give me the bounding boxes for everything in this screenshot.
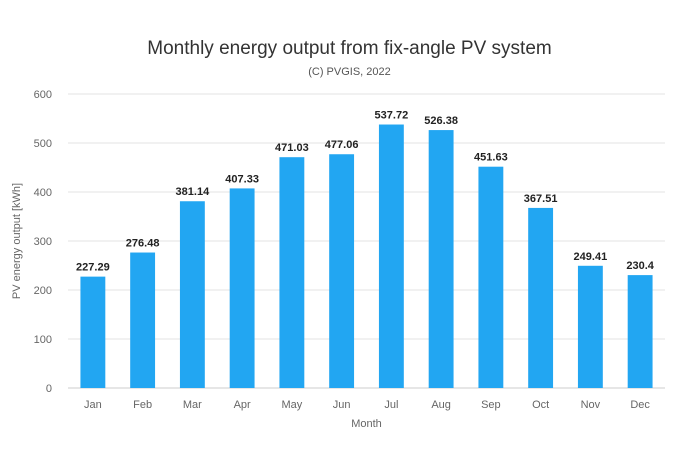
- bar: [130, 252, 156, 388]
- x-tick-label: May: [281, 399, 302, 411]
- bar: [577, 265, 603, 388]
- y-tick-label: 400: [34, 187, 52, 199]
- data-label: 451.63: [474, 152, 508, 164]
- chart-title: Monthly energy output from fix-angle PV …: [147, 38, 552, 59]
- y-tick-label: 300: [34, 236, 52, 248]
- data-label: 230.4: [626, 260, 654, 272]
- x-tick-label: Sep: [481, 399, 501, 411]
- x-tick-label: Jul: [384, 399, 398, 411]
- x-tick-label: Mar: [183, 399, 202, 411]
- x-tick-label: Jun: [333, 399, 351, 411]
- bar: [329, 154, 355, 388]
- data-label: 249.41: [574, 251, 608, 263]
- bar: [478, 166, 504, 388]
- x-tick-label: Jan: [84, 399, 102, 411]
- y-axis-title: PV energy output [kWh]: [11, 183, 23, 299]
- data-label: 276.48: [126, 238, 160, 250]
- bar: [179, 201, 205, 388]
- data-label: 477.06: [325, 139, 359, 151]
- bar: [627, 275, 653, 388]
- y-tick-label: 200: [34, 285, 52, 297]
- x-tick-label: Oct: [532, 399, 549, 411]
- x-tick-label: Apr: [234, 399, 251, 411]
- bar: [428, 130, 454, 389]
- data-label: 367.51: [524, 193, 558, 205]
- data-label: 227.29: [76, 262, 110, 274]
- bar: [80, 276, 106, 388]
- x-tick-label: Nov: [581, 399, 601, 411]
- y-tick-label: 0: [46, 383, 52, 395]
- data-label: 526.38: [424, 115, 458, 127]
- data-label: 537.72: [375, 110, 409, 122]
- chart-subtitle: (C) PVGIS, 2022: [308, 66, 391, 78]
- x-tick-label: Dec: [630, 399, 650, 411]
- bar: [279, 157, 305, 388]
- x-axis-title: Month: [351, 418, 382, 430]
- x-tick-label: Feb: [133, 399, 152, 411]
- data-label: 381.14: [176, 186, 211, 198]
- data-label: 407.33: [225, 173, 259, 185]
- x-tick-label: Aug: [431, 399, 451, 411]
- bar: [528, 207, 554, 388]
- bar: [229, 188, 255, 388]
- y-tick-label: 100: [34, 334, 52, 346]
- bar: [378, 124, 404, 388]
- y-tick-label: 600: [34, 89, 52, 101]
- data-label: 471.03: [275, 142, 309, 154]
- y-tick-label: 500: [34, 138, 52, 150]
